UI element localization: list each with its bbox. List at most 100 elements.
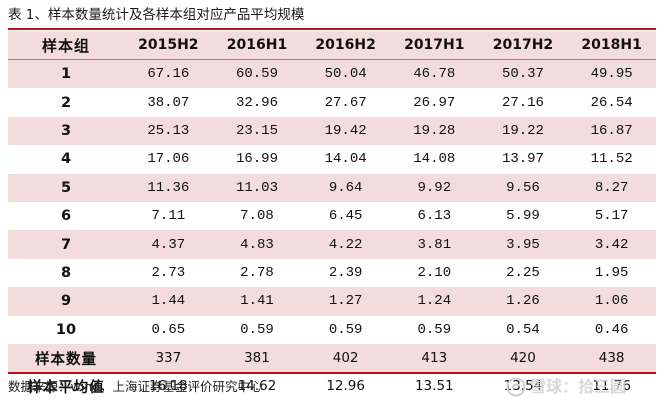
- table-cell: 26.54: [567, 88, 656, 117]
- table-cell: 402: [301, 343, 390, 373]
- table-cell: 13.54: [478, 372, 568, 401]
- table-cell: 7.08: [212, 201, 302, 231]
- table-cell: 413: [389, 343, 479, 373]
- table-row: 4 17.06 16.99 14.04 14.08 13.97 11.52: [8, 145, 656, 174]
- table-cell: 6.13: [389, 201, 479, 231]
- table-cell: 46.78: [389, 60, 479, 89]
- table-cell: 1.24: [389, 287, 479, 316]
- sample-average-row: 样本平均值 16.18 14.62 12.96 13.51 13.54 11.7…: [8, 372, 656, 401]
- table-cell: 3.81: [389, 230, 479, 259]
- column-header: 2017H2: [478, 31, 568, 60]
- table-row: 9 1.44 1.41 1.27 1.24 1.26 1.06: [8, 287, 656, 316]
- table-row: 2 38.07 32.96 27.67 26.97 27.16 26.54: [8, 88, 656, 117]
- sample-count-row: 样本数量 337 381 402 413 420 438: [8, 343, 656, 373]
- table-cell: 0.46: [567, 315, 656, 344]
- column-header: 2016H2: [301, 31, 390, 60]
- table-cell: 381: [212, 343, 302, 373]
- table-cell: 2.73: [124, 258, 213, 288]
- table-cell: 11.03: [212, 173, 302, 202]
- table-row: 3 25.13 23.15 19.42 19.28 19.22 16.87: [8, 116, 656, 146]
- table-row: 5 11.36 11.03 9.64 9.92 9.56 8.27: [8, 173, 656, 202]
- table-cell: 32.96: [212, 88, 302, 117]
- table-cell: 27.16: [478, 88, 568, 117]
- table-cell: 13.51: [389, 372, 479, 401]
- table-cell: 11.36: [124, 173, 213, 202]
- table-cell: 2.39: [301, 258, 390, 288]
- table-cell: 438: [567, 343, 656, 373]
- table-cell: 0.59: [212, 315, 302, 344]
- table-cell: 5.17: [567, 201, 656, 231]
- table-cell: 50.37: [478, 60, 568, 89]
- table-cell: 50.04: [301, 60, 390, 89]
- table-row: 10 0.65 0.59 0.59 0.59 0.54 0.46: [8, 315, 656, 344]
- row-label: 2: [8, 88, 124, 117]
- header-row: 样本组 2015H2 2016H1 2016H2 2017H1 2017H2 2…: [8, 31, 656, 60]
- table-cell: 19.28: [389, 116, 479, 146]
- table-cell: 1.06: [567, 287, 656, 316]
- table-cell: 67.16: [124, 60, 213, 89]
- watermark: 雪球：拾三圆: [506, 374, 626, 400]
- column-header: 2017H1: [389, 31, 479, 60]
- table-cell: 13.97: [478, 145, 568, 174]
- table-row: 1 67.16 60.59 50.04 46.78 50.37 49.95: [8, 60, 656, 89]
- table-cell: 2.25: [478, 258, 568, 288]
- table-cell: 4.83: [212, 230, 302, 259]
- bottom-rule: [8, 372, 656, 374]
- table-cell: 3.42: [567, 230, 656, 259]
- table-cell: 1.27: [301, 287, 390, 316]
- table-cell: 25.13: [124, 116, 213, 146]
- table-cell: 17.06: [124, 145, 213, 174]
- table-cell: 6.45: [301, 201, 390, 231]
- snowball-logo-icon: [506, 377, 526, 397]
- table-row: 8 2.73 2.78 2.39 2.10 2.25 1.95: [8, 258, 656, 288]
- column-header: 2018H1: [567, 31, 656, 60]
- table-cell: 7.11: [124, 201, 213, 231]
- table-cell: 23.15: [212, 116, 302, 146]
- source-note: 数据来源：wind，上海证券基金评价研究中心: [8, 379, 263, 394]
- column-header: 样本组: [8, 31, 124, 60]
- table-cell: 2.78: [212, 258, 302, 288]
- table-cell: 0.54: [478, 315, 568, 344]
- table-cell: 1.26: [478, 287, 568, 316]
- row-label: 10: [8, 315, 124, 344]
- table-cell: 27.67: [301, 88, 390, 117]
- column-header: 2016H1: [212, 31, 302, 60]
- table-row: 6 7.11 7.08 6.45 6.13 5.99 5.17: [8, 201, 656, 231]
- table-cell: 2.10: [389, 258, 479, 288]
- row-label: 样本平均值: [8, 372, 124, 401]
- table-cell: 38.07: [124, 88, 213, 117]
- table-cell: 12.96: [301, 372, 390, 401]
- table-cell: 14.04: [301, 145, 390, 174]
- table-cell: 1.95: [567, 258, 656, 288]
- table-title: 表 1、样本数量统计及各样本组对应产品平均规模: [8, 7, 305, 23]
- table-cell: 49.95: [567, 60, 656, 89]
- table-cell: 9.64: [301, 173, 390, 202]
- table-cell: 3.95: [478, 230, 568, 259]
- table-cell: 60.59: [212, 60, 302, 89]
- scale-table: 样本组 2015H2 2016H1 2016H2 2017H1 2017H2 2…: [8, 31, 656, 401]
- row-label: 8: [8, 258, 124, 288]
- table-cell: 0.65: [124, 315, 213, 344]
- table-cell: 16.87: [567, 116, 656, 146]
- table-cell: 1.44: [124, 287, 213, 316]
- table-cell: 0.59: [301, 315, 390, 344]
- table-cell: 9.56: [478, 173, 568, 202]
- table-cell: 5.99: [478, 201, 568, 231]
- row-label: 4: [8, 145, 124, 174]
- table-cell: 4.22: [301, 230, 390, 259]
- table-row: 7 4.37 4.83 4.22 3.81 3.95 3.42: [8, 230, 656, 259]
- table-cell: 19.42: [301, 116, 390, 146]
- table-cell: 16.99: [212, 145, 302, 174]
- row-label: 样本数量: [8, 343, 124, 373]
- row-label: 1: [8, 60, 124, 89]
- table-cell: 14.62: [212, 372, 302, 401]
- watermark-text: 雪球：拾三圆: [530, 377, 627, 396]
- table-cell: 16.18: [124, 372, 213, 401]
- table-cell: 4.37: [124, 230, 213, 259]
- table-cell: 26.97: [389, 88, 479, 117]
- table-cell: 8.27: [567, 173, 656, 202]
- table-cell: 11.76: [567, 372, 656, 401]
- table-cell: 1.41: [212, 287, 302, 316]
- table-cell: 0.59: [389, 315, 479, 344]
- row-label: 6: [8, 201, 124, 231]
